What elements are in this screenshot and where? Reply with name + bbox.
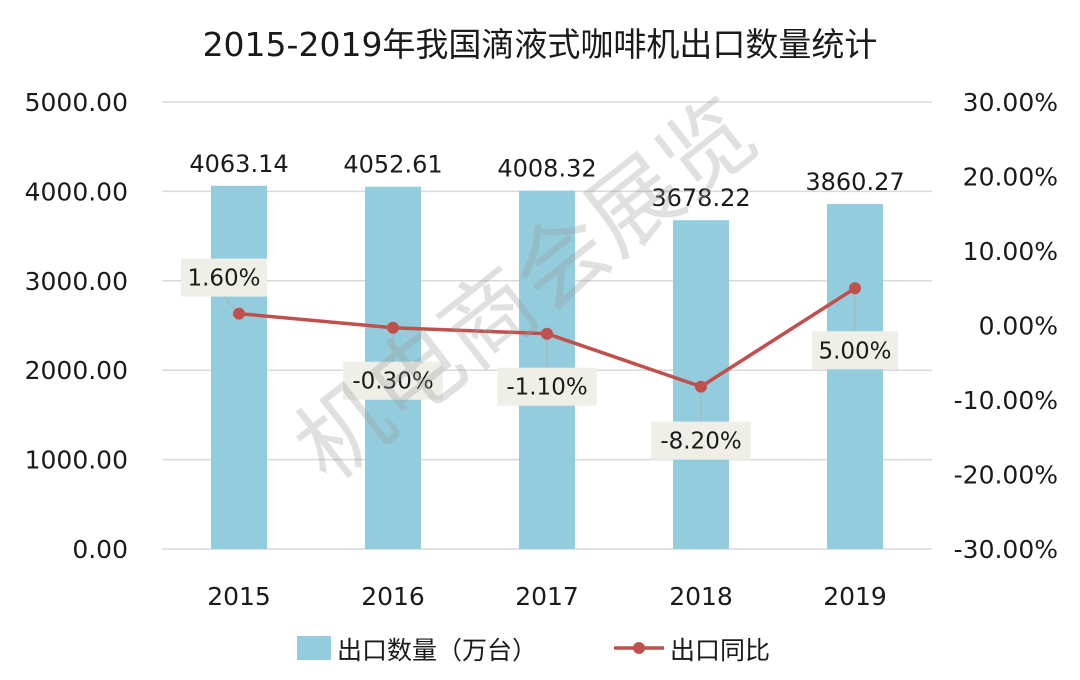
y-right-tick-label: 10.00% [963, 237, 1058, 266]
bar-value-label: 4063.14 [189, 150, 288, 178]
line-value-label: 5.00% [818, 338, 891, 364]
x-tick-label: 2017 [515, 582, 579, 611]
line-marker [233, 307, 245, 320]
x-tick-label: 2018 [669, 582, 733, 611]
y-left-tick-label: 3000.00 [25, 267, 128, 296]
legend-label-line: 出口同比 [670, 636, 770, 665]
line-label-box [343, 361, 443, 400]
x-tick-label: 2016 [361, 582, 425, 611]
line-marker [541, 327, 553, 340]
x-axis: 2015 2016 2017 2018 2019 [207, 582, 887, 611]
y-axis-right: -30.00% -20.00% -10.00% 0.00% 10.00% 20.00% 30… [954, 88, 1058, 564]
line-marker [695, 380, 707, 393]
line-value-label: -0.30% [352, 369, 433, 395]
bar-value-label: 3860.27 [805, 168, 904, 196]
legend-marker-line [633, 642, 645, 654]
y-right-tick-label: -10.00% [954, 386, 1058, 415]
line-label-box [812, 331, 898, 370]
y-right-tick-label: 30.00% [963, 88, 1058, 117]
line-label-box [497, 367, 597, 406]
y-axis-left: 0.00 1000.00 2000.00 3000.00 4000.00 5000.00 [25, 88, 128, 564]
y-left-tick-label: 1000.00 [25, 446, 128, 475]
y-left-tick-label: 0.00 [72, 535, 128, 564]
line-marker [387, 321, 399, 334]
legend: 出口数量（万台） 出口同比 [297, 636, 770, 665]
y-left-tick-label: 4000.00 [25, 177, 128, 206]
y-right-tick-label: -20.00% [954, 461, 1058, 490]
legend-label-bar: 出口数量（万台） [337, 636, 537, 665]
chart-title: 2015-2019年我国滴液式咖啡机出口数量统计 [203, 25, 878, 64]
line-value-label: -8.20% [660, 429, 741, 455]
bar-value-label: 4008.32 [497, 155, 596, 183]
line-label-box [651, 421, 751, 460]
line-value-label: 1.60% [187, 266, 260, 292]
line-series: 1.60% -0.30% -1.10% -8.20% 5.00% [181, 258, 898, 460]
bar-value-label: 4052.61 [343, 151, 442, 179]
x-tick-label: 2015 [207, 582, 271, 611]
y-right-tick-label: 0.00% [979, 312, 1058, 341]
y-left-tick-label: 2000.00 [25, 356, 128, 385]
y-right-tick-label: -30.00% [954, 535, 1058, 564]
y-left-tick-label: 5000.00 [25, 88, 128, 117]
bar-value-label: 3678.22 [651, 184, 750, 212]
line-label-box [181, 258, 267, 297]
line-marker [849, 282, 861, 295]
bar [211, 185, 267, 549]
bar [827, 203, 883, 550]
x-tick-label: 2019 [823, 582, 887, 611]
legend-swatch-bar [297, 636, 331, 660]
y-right-tick-label: 20.00% [963, 163, 1058, 192]
line-value-label: -1.10% [506, 375, 587, 401]
